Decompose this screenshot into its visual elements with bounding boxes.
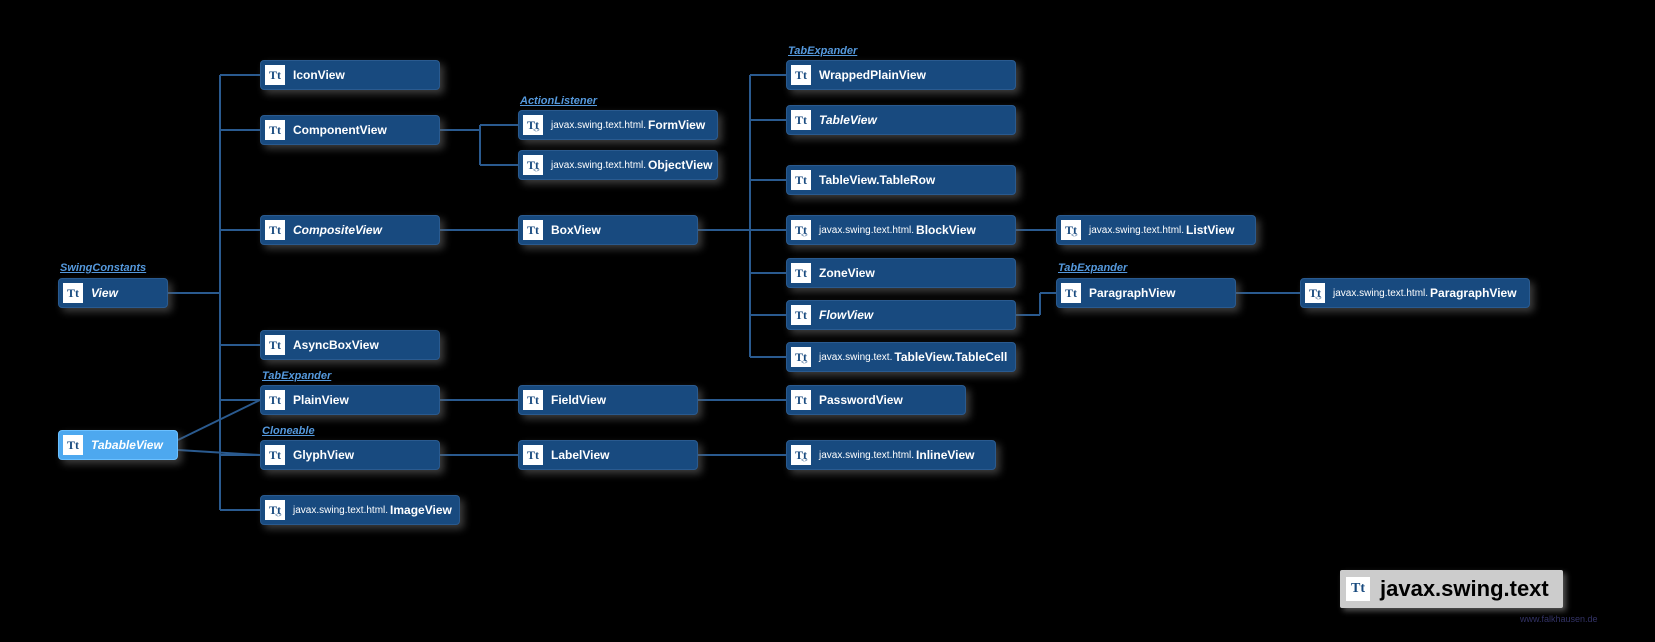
node-label: GlyphView [293,448,354,462]
interface-label-cloneable[interactable]: Cloneable [262,425,315,437]
class-icon: Tt [791,347,811,367]
node-prefix: javax.swing.text.html. [551,120,646,131]
node-prefix: javax.swing.text.html. [1089,225,1184,236]
node-label: ListView [1186,223,1234,237]
node-compositeview[interactable]: Tt CompositeView [260,215,440,245]
class-icon: Tt [265,390,285,410]
node-passwordview[interactable]: Tt PasswordView [786,385,966,415]
diagram-title: Tt javax.swing.text [1340,570,1563,608]
node-flowview[interactable]: Tt FlowView [786,300,1016,330]
class-icon: Tt [523,220,543,240]
node-label: CompositeView [293,223,382,237]
interface-label-actionlistener[interactable]: ActionListener [520,95,597,107]
node-prefix: javax.swing.text.html. [293,505,388,516]
node-label: TabableView [91,438,163,452]
interface-label-swingconstants[interactable]: SwingConstants [60,262,146,274]
node-label: ParagraphView [1430,286,1516,300]
node-label: View [91,286,118,300]
class-icon: Tt [523,390,543,410]
class-icon: Tt [63,435,83,455]
class-icon: Tt [1061,220,1081,240]
interface-label-tabexp1[interactable]: TabExpander [788,45,857,57]
node-label: BoxView [551,223,601,237]
node-label: TableView [819,113,877,127]
node-label: TableView.TableRow [819,173,935,187]
class-icon: Tt [791,305,811,325]
class-icon: Tt [265,65,285,85]
node-formview[interactable]: Tt javax.swing.text.html.FormView [518,110,718,140]
node-plainview[interactable]: Tt PlainView [260,385,440,415]
node-listview[interactable]: Tt javax.swing.text.html.ListView [1056,215,1256,245]
class-icon: Tt [791,65,811,85]
node-prefix: javax.swing.text.html. [551,160,646,171]
class-icon: Tt [1061,283,1081,303]
node-componentview[interactable]: Tt ComponentView [260,115,440,145]
node-blockview[interactable]: Tt javax.swing.text.html.BlockView [786,215,1016,245]
node-label: ObjectView [648,158,712,172]
node-glyphview[interactable]: Tt GlyphView [260,440,440,470]
node-boxview[interactable]: Tt BoxView [518,215,698,245]
node-prefix: javax.swing.text.html. [819,225,914,236]
class-icon: Tt [523,155,543,175]
node-iconview[interactable]: Tt IconView [260,60,440,90]
node-label: BlockView [916,223,976,237]
interface-label-tabexp3[interactable]: TabExpander [1058,262,1127,274]
node-zoneview[interactable]: Tt ZoneView [786,258,1016,288]
node-label: PasswordView [819,393,903,407]
class-icon: Tt [523,115,543,135]
title-icon: Tt [1346,577,1370,601]
class-icon: Tt [791,110,811,130]
node-label: TableView.TableCell [894,350,1007,364]
node-label: InlineView [916,448,974,462]
class-icon: Tt [791,220,811,240]
node-paragraphview[interactable]: Tt ParagraphView [1056,278,1236,308]
node-label: AsyncBoxView [293,338,379,352]
class-icon: Tt [791,263,811,283]
node-label: WrappedPlainView [819,68,926,82]
class-icon: Tt [791,170,811,190]
class-icon: Tt [265,220,285,240]
class-icon: Tt [791,445,811,465]
node-tablerow[interactable]: Tt TableView.TableRow [786,165,1016,195]
node-tableview[interactable]: Tt TableView [786,105,1016,135]
node-fieldview[interactable]: Tt FieldView [518,385,698,415]
node-prefix: javax.swing.text.html. [819,450,914,461]
node-view[interactable]: Tt View [58,278,168,308]
class-icon: Tt [791,390,811,410]
class-icon: Tt [63,283,83,303]
node-label: PlainView [293,393,349,407]
node-tabableview[interactable]: Tt TabableView [58,430,178,460]
title-label: javax.swing.text [1380,576,1549,602]
node-label: FieldView [551,393,606,407]
node-label: IconView [293,68,345,82]
node-label: FormView [648,118,705,132]
node-tablecell[interactable]: Tt javax.swing.text.TableView.TableCell [786,342,1016,372]
class-icon: Tt [265,445,285,465]
node-inlineview[interactable]: Tt javax.swing.text.html.InlineView [786,440,996,470]
class-icon: Tt [265,120,285,140]
node-labelview[interactable]: Tt LabelView [518,440,698,470]
node-wrappedplainview[interactable]: Tt WrappedPlainView [786,60,1016,90]
node-label: FlowView [819,308,873,322]
class-icon: Tt [523,445,543,465]
node-objectview[interactable]: Tt javax.swing.text.html.ObjectView [518,150,718,180]
class-icon: Tt [1305,283,1325,303]
node-label: LabelView [551,448,609,462]
class-icon: Tt [265,500,285,520]
interface-label-tabexp2[interactable]: TabExpander [262,370,331,382]
node-label: ImageView [390,503,452,517]
node-prefix: javax.swing.text. [819,352,892,363]
node-prefix: javax.swing.text.html. [1333,288,1428,299]
class-icon: Tt [265,335,285,355]
node-asyncboxview[interactable]: Tt AsyncBoxView [260,330,440,360]
node-imageview[interactable]: Tt javax.swing.text.html.ImageView [260,495,460,525]
node-label: ComponentView [293,123,387,137]
credit-text: www.falkhausen.de [1520,614,1598,624]
node-htmlparagraphview[interactable]: Tt javax.swing.text.html.ParagraphView [1300,278,1530,308]
node-label: ZoneView [819,266,875,280]
node-label: ParagraphView [1089,286,1175,300]
